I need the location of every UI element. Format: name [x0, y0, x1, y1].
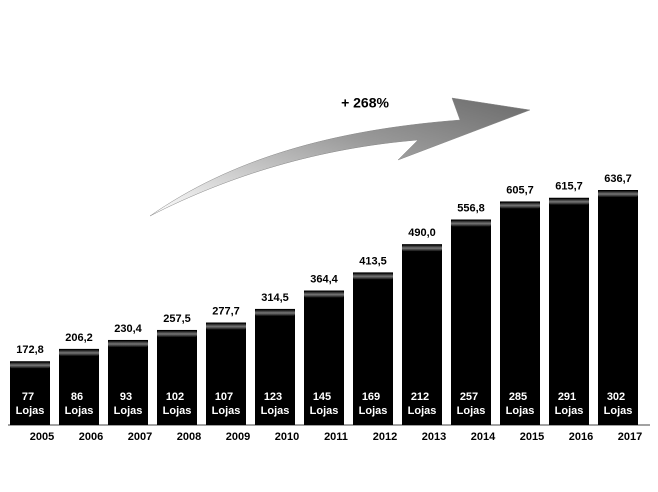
- bar-sheen: [206, 323, 246, 330]
- value-label: 206,2: [65, 332, 93, 344]
- bar-sheen: [59, 349, 99, 356]
- bar-sheen: [598, 191, 638, 197]
- store-count: 107: [215, 391, 233, 403]
- x-tick-label: 2010: [275, 431, 299, 443]
- value-label: 257,5: [163, 313, 191, 325]
- store-count: 302: [607, 391, 625, 403]
- store-count: 86: [71, 391, 83, 403]
- store-unit: Lojas: [114, 405, 143, 417]
- x-tick-label: 2006: [79, 431, 103, 443]
- growth-arrow: [149, 97, 531, 217]
- store-unit: Lojas: [163, 405, 192, 417]
- bar-sheen: [353, 273, 393, 280]
- bar: [255, 308, 295, 425]
- store-count: 169: [362, 391, 380, 403]
- bar-sheen: [108, 340, 148, 347]
- value-label: 615,7: [555, 181, 583, 193]
- store-count: 145: [313, 391, 331, 403]
- bar-sheen: [500, 202, 540, 209]
- bar-sheen: [10, 362, 50, 369]
- bar-sheen: [549, 198, 589, 205]
- bar: [500, 201, 540, 425]
- store-count: 123: [264, 391, 282, 403]
- value-label: 172,8: [16, 344, 44, 356]
- bar: [59, 348, 99, 425]
- store-unit: Lojas: [261, 405, 290, 417]
- value-label: 490,0: [408, 227, 436, 239]
- bar: [549, 197, 589, 425]
- x-tick-label: 2013: [422, 431, 446, 443]
- store-count: 77: [22, 391, 34, 403]
- bar: [206, 322, 246, 425]
- x-tick-label: 2016: [569, 431, 593, 443]
- bar: [304, 290, 344, 425]
- store-unit: Lojas: [310, 405, 339, 417]
- bar: [353, 272, 393, 425]
- value-label: 636,7: [604, 173, 632, 185]
- x-tick-label: 2017: [618, 431, 642, 443]
- store-unit: Lojas: [212, 405, 241, 417]
- x-tick-label: 2005: [30, 431, 54, 443]
- store-count: 257: [460, 391, 478, 403]
- store-unit: Lojas: [65, 405, 94, 417]
- store-unit: Lojas: [408, 405, 437, 417]
- store-count: 212: [411, 391, 429, 403]
- x-tick-label: 2012: [373, 431, 397, 443]
- store-count: 291: [558, 391, 576, 403]
- store-count: 93: [120, 391, 132, 403]
- bar-sheen: [157, 330, 197, 337]
- x-tick-label: 2008: [177, 431, 201, 443]
- store-unit: Lojas: [506, 405, 535, 417]
- bar: [10, 361, 50, 425]
- bar: [598, 190, 638, 425]
- store-unit: Lojas: [359, 405, 388, 417]
- value-label: 364,4: [310, 273, 338, 285]
- annotation: + 268%: [341, 95, 389, 111]
- bar: [402, 244, 442, 425]
- x-tick-label: 2007: [128, 431, 152, 443]
- bar-sheen: [402, 245, 442, 252]
- store-unit: Lojas: [16, 405, 45, 417]
- value-label: 277,7: [212, 305, 240, 317]
- bar: [451, 219, 491, 425]
- bar-sheen: [451, 220, 491, 227]
- x-tick-label: 2011: [324, 431, 348, 443]
- bar: [108, 339, 148, 425]
- value-label: 230,4: [114, 323, 142, 335]
- x-tick-label: 2014: [471, 431, 496, 443]
- bar-sheen: [255, 309, 295, 316]
- value-label: 413,5: [359, 255, 387, 267]
- x-tick-label: 2015: [520, 431, 544, 443]
- bar-sheen: [304, 291, 344, 298]
- bar: [157, 329, 197, 425]
- store-count: 285: [509, 391, 527, 403]
- value-label: 605,7: [506, 184, 534, 196]
- store-unit: Lojas: [604, 405, 633, 417]
- store-unit: Lojas: [555, 405, 584, 417]
- x-tick-label: 2009: [226, 431, 250, 443]
- value-label: 314,5: [261, 292, 289, 304]
- store-unit: Lojas: [457, 405, 486, 417]
- store-count: 102: [166, 391, 184, 403]
- value-label: 556,8: [457, 202, 485, 214]
